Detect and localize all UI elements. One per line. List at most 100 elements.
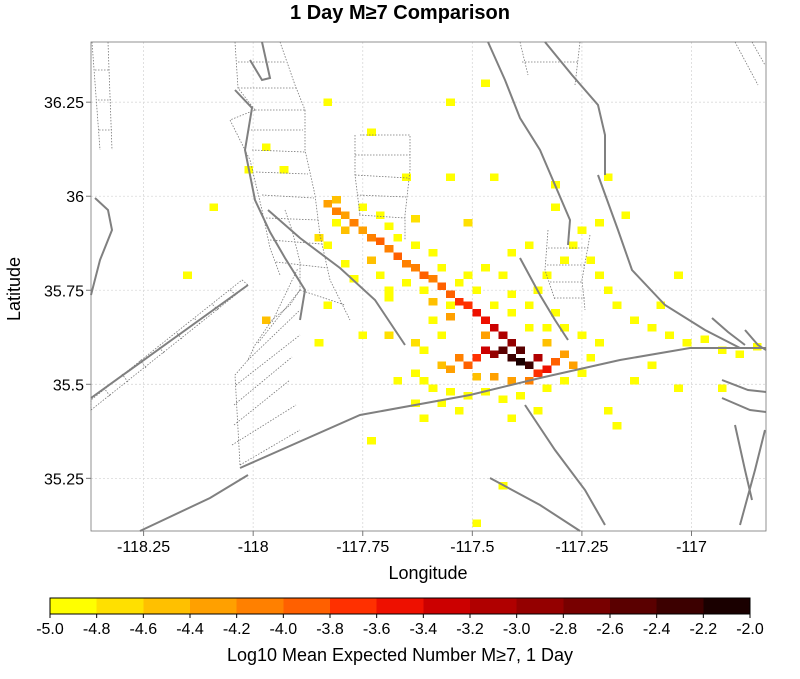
chart-title: 1 Day M≥7 Comparison [290,2,510,24]
heatmap-cell-32 [490,350,499,358]
colorbar: -5.0 -4.8 -4.6 -4.4 -4.2 -4.0 -3.8 -3.6 -3.4 -3.2… [36,598,764,665]
colorbar-swatch-14 [703,598,750,614]
heatmap-cell-66 [499,396,508,404]
heatmap-cell-140 [551,204,560,212]
heatmap-cell-85 [393,234,402,242]
colorbar-tick-label-12: -2.6 [596,621,624,638]
heatmap-cell-147 [455,407,464,415]
heatmap-cell-130 [323,98,332,106]
heatmap-cell-128 [481,80,490,88]
heatmap-cell-22 [472,309,481,317]
heatmap-cell-41 [551,358,560,366]
heatmap-cell-86 [385,223,394,231]
colorbar-tick-label-9: -3.2 [456,621,484,638]
heatmap-cell-114 [648,324,657,332]
x-tick-label-3: -117.5 [450,539,494,556]
heatmap-cell-69 [560,377,569,385]
heatmap-cell-145 [420,414,429,422]
heatmap-cell-63 [446,388,455,396]
heatmap-cell-155 [323,302,332,310]
heatmap-cell-77 [525,324,534,332]
y-axis-ticks: 35.2535.535.753636.25 [44,95,91,488]
y-axis-label: Latitude [4,257,24,321]
colorbar-tick-label-2: -4.6 [130,621,158,638]
heatmap-cell-17 [429,275,438,283]
heatmap-cell-95 [402,279,411,287]
heatmap-cell-8 [350,219,359,227]
heatmap-cell-53 [341,226,350,234]
heatmap-cell-82 [437,264,446,272]
heatmap-cell-109 [586,256,595,264]
x-tick-label-1: -118 [238,539,269,556]
heatmap-cell-89 [332,219,341,227]
heatmap-cell-112 [613,302,622,310]
heatmap-cell-158 [393,377,402,385]
colorbar-swatch-1 [97,598,144,614]
heatmap-cell-49 [481,332,490,340]
colorbar-label: Log10 Mean Expected Number M≥7, 1 Day [227,645,573,665]
heatmap-cell-28 [507,354,516,362]
heatmap-cell-133 [209,204,218,212]
colorbar-tick-label-7: -3.6 [363,621,391,638]
heatmap-cell-79 [490,302,499,310]
heatmap-cell-98 [464,272,473,280]
heatmap-cell-18 [437,283,446,291]
heatmap-cell-78 [507,309,516,317]
colorbar-tick-label-0: -5.0 [36,621,64,638]
heatmap-cell-136 [446,174,455,182]
heatmap-cell-73 [578,332,587,340]
heatmap-cell-139 [525,241,534,249]
heatmap-cell-97 [446,302,455,310]
heatmap-cell-157 [315,339,324,347]
heatmap-cell-10 [367,234,376,242]
heatmap-cell-24 [490,324,499,332]
heatmap-cell-117 [700,335,709,343]
heatmap-cell-4 [411,339,420,347]
colorbar-swatch-2 [143,598,190,614]
heatmap-cell-144 [472,520,481,528]
heatmap-cell-142 [507,414,516,422]
heatmap-cell-50 [446,313,455,321]
colorbar-swatch-8 [423,598,470,614]
heatmap-cell-102 [525,302,534,310]
heatmap-cell-108 [595,219,604,227]
heatmap-cell-87 [376,211,385,219]
colorbar-swatch-11 [563,598,610,614]
y-tick-label-2: 35.75 [44,283,84,300]
heatmap-cell-119 [735,350,744,358]
heatmap-cell-48 [543,339,552,347]
heatmap-cell-123 [621,211,630,219]
heatmap-cell-137 [490,174,499,182]
x-axis-ticks: -118.25 -118 -117.75 -117.5 -117.25 -117 [117,531,707,556]
colorbar-tick-label-1: -4.8 [83,621,111,638]
heatmap-cell-27 [516,347,525,355]
heatmap-cell-127 [446,98,455,106]
colorbar-tick-label-11: -2.8 [550,621,578,638]
heatmap-cell-134 [183,272,192,280]
heatmap-cell-149 [604,407,613,415]
heatmap-cell-152 [630,377,639,385]
heatmap-cell-110 [595,272,604,280]
heatmap-cell-30 [525,362,534,370]
colorbar-swatch-7 [377,598,424,614]
heatmap-cell-111 [604,287,613,295]
heatmap-cell-101 [507,290,516,298]
heatmap-cell-57 [437,332,446,340]
heatmap-cell-51 [429,298,438,306]
heatmap-cell-34 [534,354,543,362]
heatmap-cell-156 [358,332,367,340]
heatmap-cell-68 [543,384,552,392]
heatmap-cell-67 [516,392,525,400]
heatmap-cell-13 [393,253,402,261]
y-tick-label-4: 36.25 [44,95,84,112]
heatmap-cell-151 [718,384,727,392]
heatmap-cell-129 [280,166,289,174]
heatmap-cell-39 [455,354,464,362]
heatmap-cell-33 [481,347,490,355]
heatmap-cell-93 [376,272,385,280]
heatmap-cell-70 [578,369,587,377]
heatmap-cell-52 [332,196,341,204]
heatmap-cell-132 [262,144,271,152]
colorbar-tick-label-8: -3.4 [410,621,438,638]
